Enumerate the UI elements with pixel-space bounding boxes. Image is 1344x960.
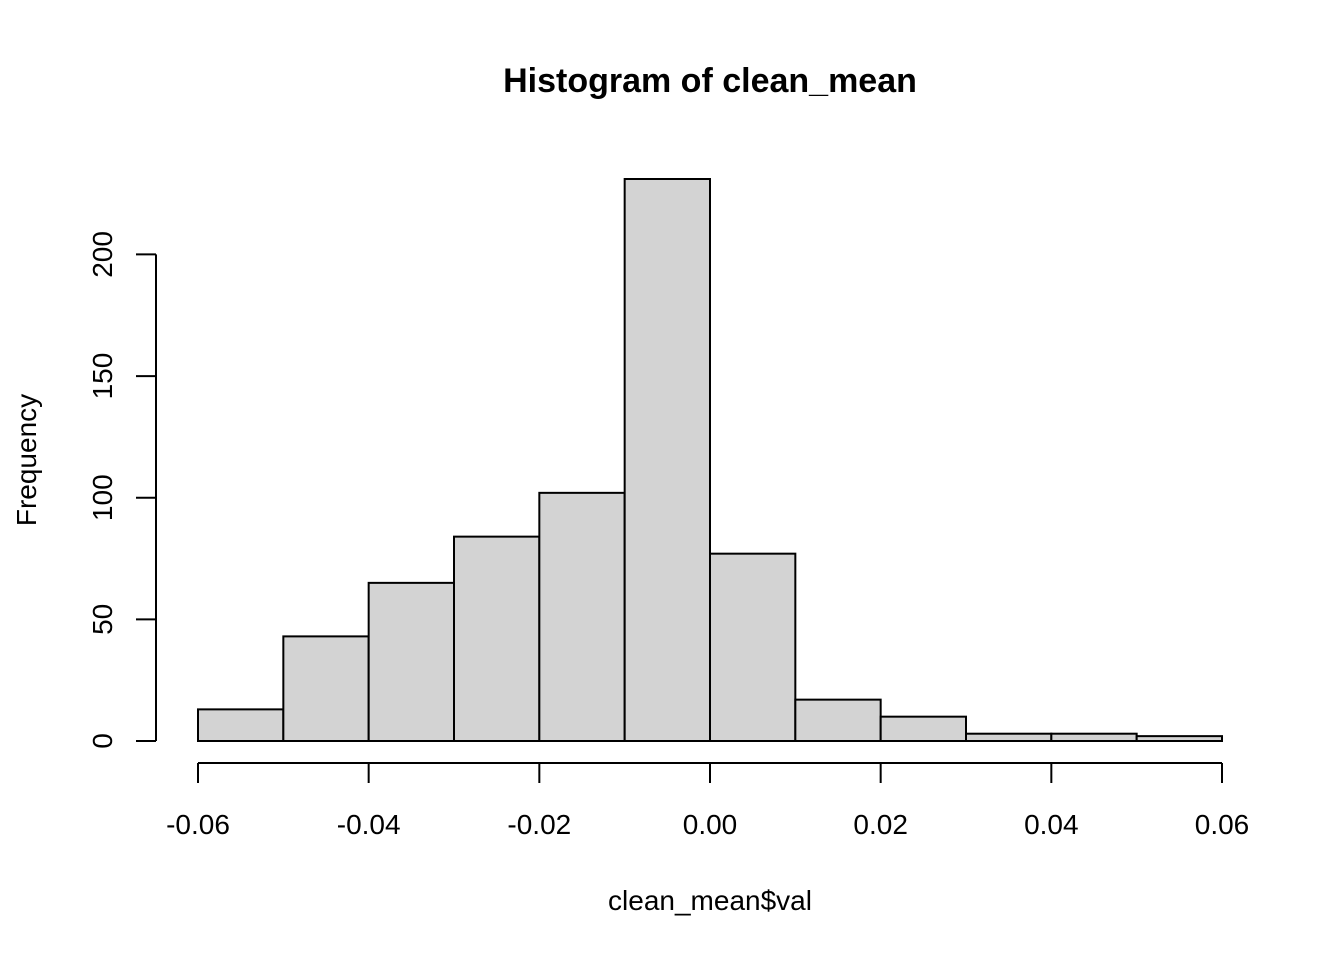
histogram-bar: [794, 698, 882, 742]
histogram-bar: [538, 491, 626, 742]
histogram-bar: [367, 581, 455, 742]
x-tick-label: -0.04: [337, 809, 401, 840]
bars-group: [197, 178, 1223, 743]
chart-title: Histogram of clean_mean: [503, 62, 917, 100]
histogram-bar: [623, 178, 712, 742]
x-tick-label: -0.06: [166, 809, 230, 840]
x-tick-label: 0.00: [683, 809, 738, 840]
x-tick-label: 0.02: [853, 809, 908, 840]
y-tick-label: 0: [87, 733, 118, 749]
x-axis-label: clean_mean$val: [608, 885, 812, 916]
x-tick-label: 0.04: [1024, 809, 1079, 840]
y-tick-label: 200: [87, 231, 118, 278]
histogram-bar: [709, 552, 797, 743]
x-axis: -0.06 -0.04 -0.02 0.00 0.02 0.04 0.06: [166, 762, 1250, 840]
histogram-bar: [965, 732, 1053, 742]
histogram-bar: [197, 708, 285, 743]
y-axis: 0 50 100 150 200: [87, 231, 157, 749]
y-axis-label: Frequency: [11, 394, 42, 526]
histogram-bar: [1135, 735, 1223, 743]
x-tick-label: 0.06: [1195, 809, 1250, 840]
histogram-bar: [282, 635, 370, 742]
histogram-bar: [1050, 732, 1138, 742]
histogram-bar: [453, 535, 541, 742]
histogram-bar: [879, 715, 968, 743]
y-tick-label: 150: [87, 353, 118, 400]
x-tick-label: -0.02: [507, 809, 571, 840]
y-tick-label: 50: [87, 604, 118, 635]
y-tick-label: 100: [87, 474, 118, 521]
